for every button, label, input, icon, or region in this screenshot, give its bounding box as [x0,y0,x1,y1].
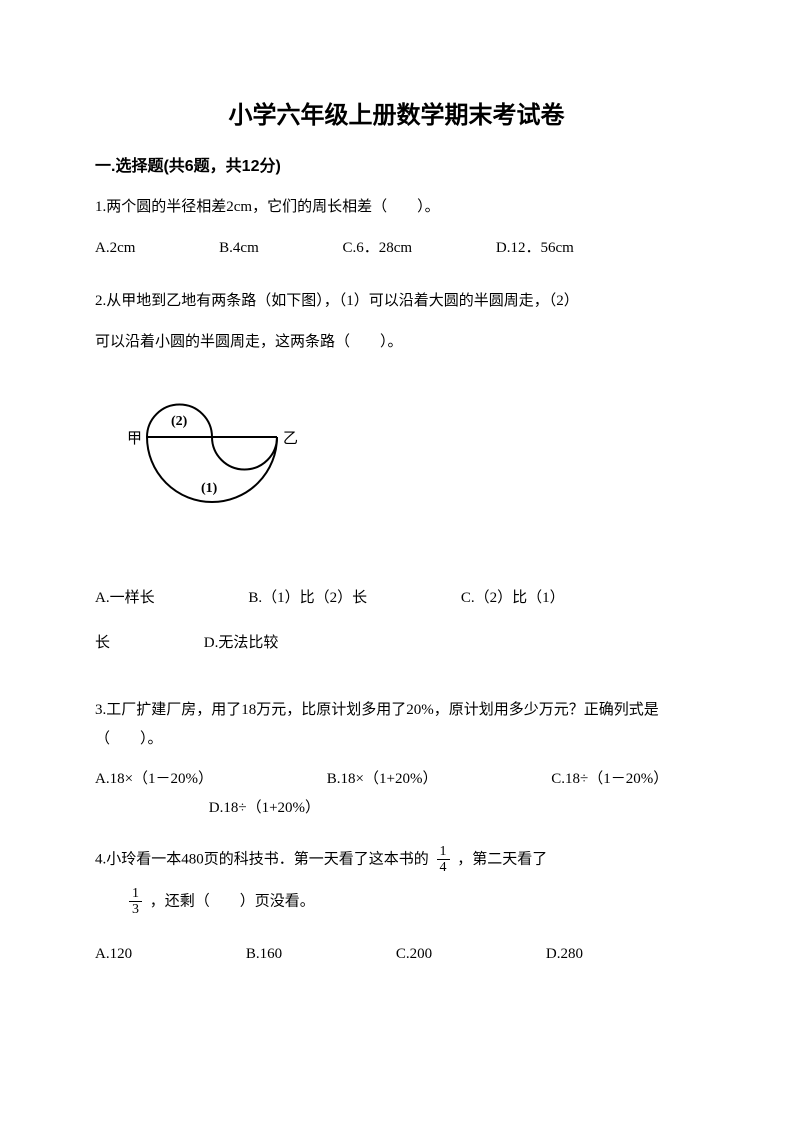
q1-option-b: B.4cm [219,240,259,256]
exam-title: 小学六年级上册数学期末考试卷 [95,95,698,130]
q1-option-c: C.6．28cm [343,240,413,256]
question-1-text: 1.两个圆的半径相差2cm，它们的周长相差（ ）。 [95,191,698,224]
question-2-options-row1: A.一样长 B.（1）比（2）长 C.（2）比（1） [95,582,698,615]
question-3-text: 3.工厂扩建厂房，用了18万元，比原计划多用了20%，原计划用多少万元？正确列式… [95,696,698,753]
q4-suffix: ，还剩（ ）页没看。 [150,893,315,909]
q4-frac2-den: 3 [129,902,142,917]
q4-option-c: C.200 [396,946,432,962]
q4-option-d: D.280 [546,946,583,962]
diagram-label-left: 甲 [127,431,142,447]
question-4-options: A.120 B.160 C.200 D.280 [95,938,698,971]
q2-option-d: D.无法比较 [204,635,279,651]
q2-row2-long: 长 [95,635,110,651]
q4-fraction-1: 1 4 [437,844,450,876]
question-2-line1: 2.从甲地到乙地有两条路（如下图），（1）可以沿着大圆的半圆周走，（2） [95,285,698,318]
section-1-header: 一.选择题(共6题，共12分) [95,152,698,176]
q1-option-a: A.2cm [95,240,135,256]
q4-frac1-den: 4 [437,860,450,875]
q2-option-b: B.（1）比（2）长 [248,590,367,606]
diagram-label-top: (2) [171,414,188,429]
question-3-options: A.18×（1－20%） B.18×（1+20%） C.18÷（1－20%） D… [95,765,698,822]
q4-fraction-2: 1 3 [129,886,142,918]
question-2-diagram: 甲 乙 (2) (1) [95,377,698,542]
diagram-label-bottom: (1) [201,481,218,496]
q1-option-d: D.12．56cm [496,240,574,256]
q4-option-a: A.120 [95,946,132,962]
q4-frac2-num: 1 [129,886,142,902]
question-2-line2: 可以沿着小圆的半圆周走，这两条路（ ）。 [95,326,698,359]
q3-option-b: B.18×（1+20%） [327,771,438,787]
diagram-label-right: 乙 [283,431,298,447]
question-1-options: A.2cm B.4cm C.6．28cm D.12．56cm [95,232,698,265]
question-4-line1: 4.小玲看一本480页的科技书．第一天看了这本书的 1 4 ，第二天看了 [95,844,698,876]
q3-option-a: A.18×（1－20%） [95,771,213,787]
question-2-options-row2: 长 D.无法比较 [95,627,698,660]
q2-option-c: C.（2）比（1） [461,590,565,606]
q4-frac1-num: 1 [437,844,450,860]
q2-option-a: A.一样长 [95,590,155,606]
q3-option-c: C.18÷（1－20%） [551,771,668,787]
question-4-line2: 1 3 ，还剩（ ）页没看。 [125,886,698,918]
q3-option-d: D.18÷（1+20%） [209,800,320,816]
q4-option-b: B.160 [246,946,282,962]
q4-prefix: 4.小玲看一本480页的科技书．第一天看了这本书的 [95,851,429,867]
q4-mid: ，第二天看了 [457,851,547,867]
